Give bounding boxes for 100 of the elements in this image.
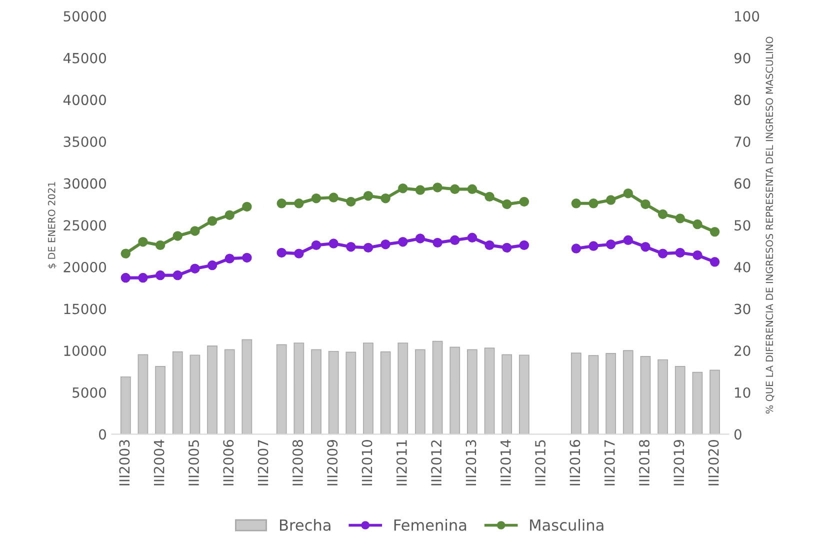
- bar: [346, 352, 356, 434]
- point: [640, 199, 650, 210]
- bar: [311, 349, 322, 434]
- point: [363, 190, 374, 201]
- bar: [276, 344, 287, 434]
- bar: [120, 376, 131, 434]
- x-tick-label: III2009: [327, 440, 338, 486]
- y-tick-label: 45000: [63, 52, 106, 64]
- y-tick-label: 50000: [64, 11, 106, 22]
- point: [120, 248, 131, 258]
- bar: [415, 349, 426, 434]
- point: [623, 188, 633, 198]
- y-axis-title: $ DE ENERO 2021: [48, 182, 57, 268]
- bar: [588, 355, 599, 434]
- point: [155, 270, 166, 280]
- bar: [242, 339, 252, 434]
- x-tick-label: III2019: [674, 440, 684, 486]
- bar: [710, 370, 720, 434]
- x-tick-label: III2004: [154, 440, 164, 486]
- point: [692, 250, 702, 260]
- y2-tick-label: 40: [734, 262, 750, 272]
- y2-tick-label: 70: [734, 136, 750, 147]
- point: [606, 239, 616, 250]
- point: [346, 196, 356, 207]
- y2-axis-title: % QUE LA DIFERENCIA DE INGRESOS REPRESENTA DEL INGRESO MASCULINO: [766, 36, 774, 414]
- y2-tick-label: 30: [734, 304, 750, 314]
- point: [710, 226, 720, 237]
- bar: [380, 351, 391, 434]
- point: [450, 184, 460, 194]
- bar: [207, 346, 218, 434]
- point: [658, 209, 668, 220]
- y2-tick-label: 10: [735, 387, 750, 398]
- bar: [363, 342, 374, 434]
- point: [398, 183, 408, 194]
- point: [484, 240, 494, 250]
- point: [675, 214, 685, 224]
- point: [692, 219, 702, 230]
- point: [710, 257, 720, 267]
- bar: [155, 366, 166, 434]
- y2-tick-label: 60: [734, 178, 750, 189]
- x-tick-label: III2007: [258, 440, 268, 486]
- point: [172, 270, 182, 280]
- x-tick-label: III2015: [535, 440, 546, 486]
- bar: [190, 354, 200, 434]
- point: [640, 242, 650, 252]
- x-tick-label: III2012: [431, 440, 442, 486]
- legend-label: Femenina: [394, 518, 466, 531]
- y-tick-label: 35000: [64, 136, 106, 147]
- point: [155, 240, 166, 250]
- point: [519, 196, 530, 207]
- y-tick-label: 25000: [64, 220, 106, 231]
- point: [311, 194, 322, 204]
- point: [138, 272, 148, 283]
- y2-tick-label: 0: [734, 429, 742, 440]
- x-tick-label: III2008: [292, 440, 303, 486]
- point: [658, 248, 668, 258]
- y2-tick-label: 90: [734, 52, 750, 64]
- point: [224, 254, 234, 264]
- legend-label: Masculina: [530, 518, 604, 531]
- x-tick-label: III2005: [188, 440, 199, 486]
- point: [328, 192, 338, 202]
- bar: [432, 340, 443, 434]
- point: [328, 238, 338, 248]
- point: [571, 198, 582, 208]
- point: [432, 182, 442, 192]
- point: [190, 264, 200, 274]
- point: [450, 235, 460, 246]
- bar: [328, 350, 339, 434]
- x-tick-label: III2010: [362, 440, 372, 486]
- bar: [674, 366, 686, 434]
- y-tick-label: 30000: [64, 178, 106, 189]
- y-tick-label: 5000: [72, 387, 106, 398]
- y2-tick-label: 80: [734, 94, 750, 106]
- x-tick-label: III2018: [638, 440, 650, 486]
- point: [675, 248, 685, 258]
- bar: [606, 353, 616, 434]
- x-tick-label: III2016: [570, 440, 580, 486]
- x-tick-label: III2003: [119, 440, 130, 486]
- point: [346, 242, 356, 252]
- point: [276, 198, 286, 208]
- y2-tick-label: 20: [734, 346, 750, 356]
- bar: [224, 349, 235, 434]
- point: [415, 234, 426, 244]
- y2-tick-label: 100: [735, 11, 760, 22]
- point: [294, 248, 304, 258]
- y2-tick-label: 50: [734, 220, 750, 231]
- point: [571, 244, 582, 254]
- point: [276, 248, 286, 258]
- point: [502, 199, 512, 210]
- bar: [467, 349, 478, 434]
- point: [432, 238, 442, 248]
- point: [224, 210, 234, 220]
- x-tick-label: III2006: [223, 440, 234, 486]
- bar: [692, 372, 703, 434]
- point: [294, 198, 304, 208]
- point: [588, 198, 598, 208]
- point: [172, 231, 182, 241]
- point: [484, 192, 494, 202]
- y-tick-label: 20000: [64, 262, 106, 272]
- point: [207, 216, 218, 226]
